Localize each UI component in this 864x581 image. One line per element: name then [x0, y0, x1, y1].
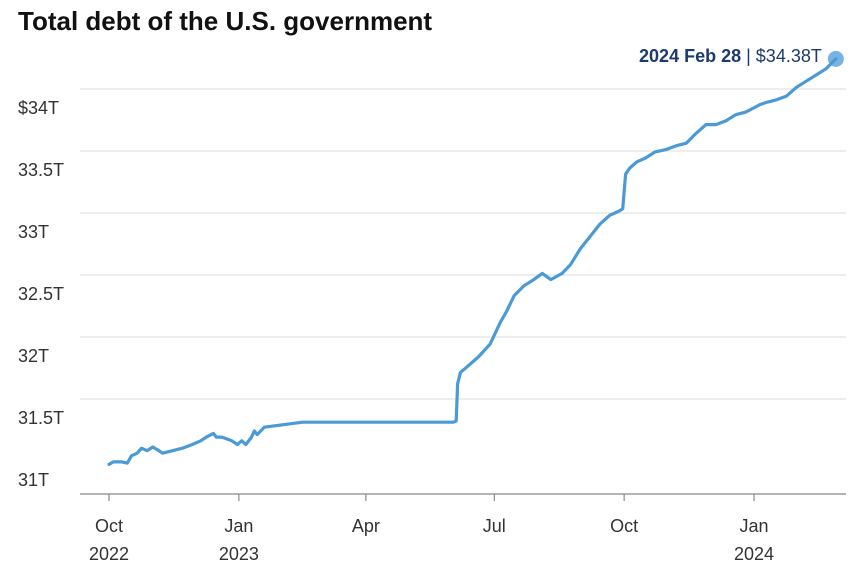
- y-tick-label: 33.5T: [18, 160, 64, 180]
- y-tick-label: $34T: [18, 98, 59, 118]
- y-tick-label: 31T: [18, 470, 49, 490]
- y-tick-label: 32T: [18, 346, 49, 366]
- annotation-date: 2024 Feb 28: [639, 46, 741, 66]
- grid-lines: [80, 88, 846, 400]
- y-tick-label: 31.5T: [18, 408, 64, 428]
- annotation-separator: |: [741, 46, 756, 66]
- x-tick-label: Apr: [352, 516, 380, 536]
- x-tick-label: Oct: [95, 516, 123, 536]
- x-tick-year-label: 2022: [89, 544, 129, 564]
- x-tick-label: Jul: [483, 516, 506, 536]
- end-point-marker: [827, 50, 844, 67]
- x-tick-year-label: 2024: [734, 544, 774, 564]
- y-axis-ticks: 31T 31.5T 32T 32.5T 33T 33.5T $34T: [18, 98, 64, 490]
- chart-title: Total debt of the U.S. government: [18, 6, 433, 36]
- y-tick-label: 33T: [18, 222, 49, 242]
- end-point-annotation: 2024 Feb 28 | $34.38T: [639, 46, 822, 66]
- x-tick-year-label: 2023: [219, 544, 259, 564]
- x-axis-ticks: Oct 2022 Jan 2023 Apr Jul Oct Jan 2024: [89, 494, 774, 564]
- x-tick-label: Oct: [610, 516, 638, 536]
- x-tick-label: Jan: [739, 516, 768, 536]
- x-tick-label: Jan: [224, 516, 253, 536]
- series-line-total-debt: [107, 57, 838, 466]
- annotation-value: $34.38T: [756, 46, 822, 66]
- y-tick-label: 32.5T: [18, 284, 64, 304]
